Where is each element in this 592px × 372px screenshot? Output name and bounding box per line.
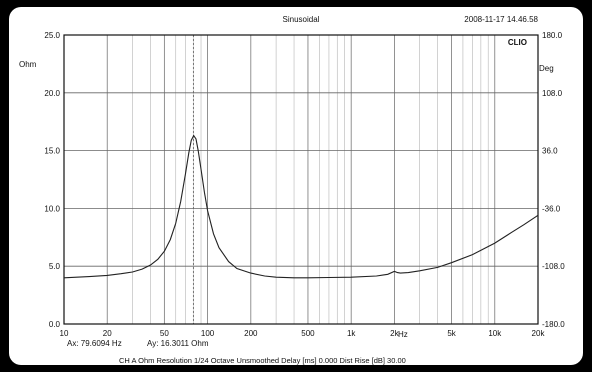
x-tick-label: 200 bbox=[244, 329, 258, 338]
y-left-tick-label: 25.0 bbox=[44, 31, 60, 40]
x-tick-label: 10 bbox=[60, 329, 69, 338]
x-tick-label: 500 bbox=[301, 329, 315, 338]
cursor-readout-y: Ay: 16.3011 Ohm bbox=[147, 339, 209, 348]
x-tick-label: 20 bbox=[103, 329, 112, 338]
cursor-readout-x: Ax: 79.6094 Hz bbox=[67, 339, 122, 348]
y-left-tick-label: 5.0 bbox=[49, 262, 61, 271]
y-right-tick-label: -180.0 bbox=[542, 320, 565, 329]
y-right-tick-label: 108.0 bbox=[542, 89, 563, 98]
chart-title: Sinusoidal bbox=[283, 15, 320, 24]
minor-grid bbox=[132, 35, 489, 324]
x-tick-label: 2k bbox=[390, 329, 399, 338]
timestamp: 2008-11-17 14.46.58 bbox=[464, 15, 538, 24]
x-tick-label: 100 bbox=[201, 329, 215, 338]
x-unit-label: Hz bbox=[398, 330, 408, 339]
chart-panel: 0.0 5.0 10.0 15.0 20.0 25.0 -180.0 -108.0 -36.0 3… bbox=[9, 7, 583, 365]
y-right-tick-label: 36.0 bbox=[542, 147, 558, 156]
x-tick-label: 50 bbox=[160, 329, 169, 338]
impedance-chart: 0.0 5.0 10.0 15.0 20.0 25.0 -180.0 -108.0 -36.0 3… bbox=[19, 15, 565, 365]
brand-logo: CLIO bbox=[508, 38, 527, 47]
y-right-tick-label: -108.0 bbox=[542, 262, 565, 271]
x-tick-label: 1k bbox=[347, 329, 356, 338]
y-left-tick-label: 20.0 bbox=[44, 89, 60, 98]
x-tick-label: 10k bbox=[488, 329, 502, 338]
footer-settings: CH A Ohm Resolution 1/24 Octave Unsmooth… bbox=[119, 356, 406, 365]
x-tick-label: 5k bbox=[447, 329, 456, 338]
y-left-tick-label: 15.0 bbox=[44, 147, 60, 156]
plot-border bbox=[63, 34, 539, 325]
y-right-tick-label: 180.0 bbox=[542, 31, 563, 40]
impedance-curve bbox=[63, 134, 539, 279]
y-left-unit: Ohm bbox=[19, 60, 37, 69]
major-grid bbox=[63, 34, 539, 325]
x-tick-label: 20k bbox=[532, 329, 546, 338]
y-right-tick-label: -36.0 bbox=[542, 204, 561, 213]
y-right-unit: Deg bbox=[539, 64, 554, 73]
y-left-tick-label: 10.0 bbox=[44, 204, 60, 213]
y-left-tick-label: 0.0 bbox=[49, 320, 61, 329]
